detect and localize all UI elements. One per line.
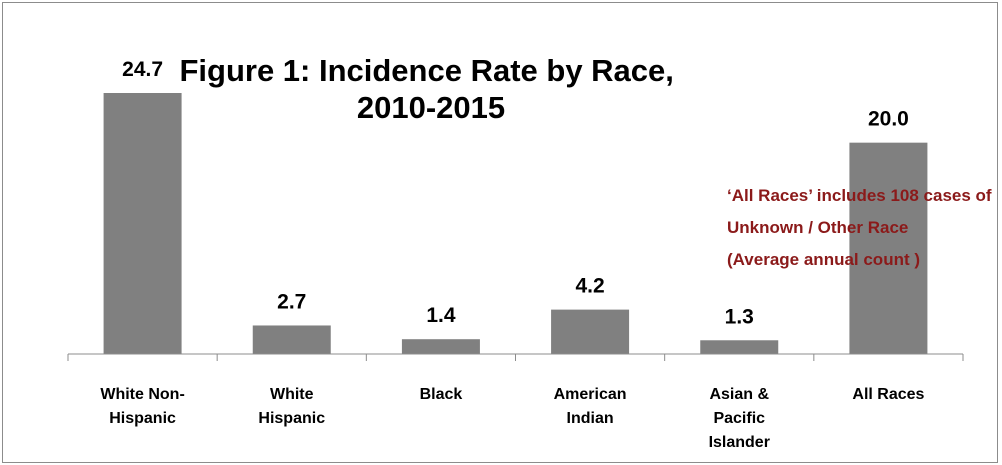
- category-label-line: All Races: [852, 386, 924, 403]
- category-label-line: Hispanic: [258, 410, 325, 427]
- category-label: White Non- Hispanic: [100, 386, 184, 427]
- all-races-annotation: ‘All Races’ includes 108 cases of Unknow…: [727, 186, 996, 269]
- category-label-line: Pacific: [713, 410, 765, 427]
- bars-layer: [103, 93, 928, 354]
- category-label-line: American: [554, 386, 627, 403]
- data-label: 1.4: [426, 304, 456, 327]
- category-label: Asian & Pacific Islander: [709, 386, 770, 451]
- data-label: 4.2: [575, 275, 604, 298]
- category-label-line: White: [270, 386, 314, 403]
- data-label: 20.0: [868, 108, 909, 131]
- bar-white-hispanic: [252, 325, 331, 354]
- bar-black: [401, 339, 480, 354]
- category-label-line: Indian: [567, 410, 614, 427]
- data-label: 1.3: [725, 305, 754, 328]
- category-label-line: Asian &: [709, 386, 769, 403]
- bar-american-indian: [551, 309, 630, 354]
- x-axis-ticks: [67, 354, 964, 361]
- chart-title-line-1: Figure 1: Incidence Rate by Race,: [179, 53, 673, 88]
- chart-title-line-2: 2010-2015: [357, 90, 505, 125]
- category-label: Black: [420, 386, 463, 403]
- bar-all-races: [849, 142, 928, 354]
- category-label-line: Black: [420, 386, 463, 403]
- data-label: 2.7: [277, 290, 306, 313]
- category-labels: White Non- Hispanic White Hispanic Black Amer…: [100, 386, 924, 451]
- bar-white-non-hispanic: [103, 93, 182, 354]
- category-label-line: Islander: [709, 434, 770, 451]
- chart-title: Figure 1: Incidence Rate by Race, 2010-2…: [179, 53, 682, 125]
- annotation-line-1: ‘All Races’ includes 108 cases of: [727, 186, 992, 205]
- data-label: 24.7: [122, 58, 163, 81]
- category-label: American Indian: [554, 386, 627, 427]
- annotation-line-3: (Average annual count ): [727, 250, 920, 269]
- category-label: White Hispanic: [258, 386, 325, 427]
- category-label-line: Hispanic: [109, 410, 176, 427]
- category-label-line: White Non-: [100, 386, 184, 403]
- data-labels: 24.7 2.7 1.4 4.2 1.3 20.0: [122, 58, 909, 328]
- bar-asian-pacific-islander: [700, 340, 779, 354]
- category-label: All Races: [852, 386, 924, 403]
- annotation-line-2: Unknown / Other Race: [727, 218, 908, 237]
- bar-chart: 24.72.71.44.21.320.0 White Non-HispanicW…: [67, 53, 996, 451]
